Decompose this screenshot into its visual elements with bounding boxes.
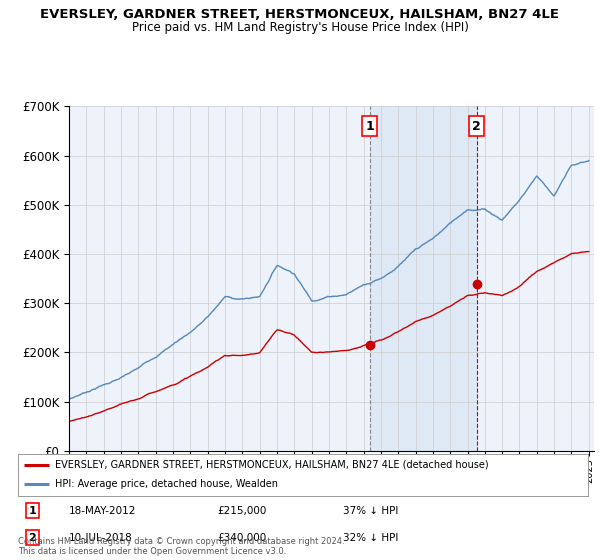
Text: EVERSLEY, GARDNER STREET, HERSTMONCEUX, HAILSHAM, BN27 4LE (detached house): EVERSLEY, GARDNER STREET, HERSTMONCEUX, … — [55, 460, 488, 470]
Text: HPI: Average price, detached house, Wealden: HPI: Average price, detached house, Weal… — [55, 479, 278, 489]
Text: 1: 1 — [365, 120, 374, 133]
Text: Contains HM Land Registry data © Crown copyright and database right 2024.
This d: Contains HM Land Registry data © Crown c… — [18, 536, 344, 556]
Bar — [370, 106, 476, 451]
Text: 32% ↓ HPI: 32% ↓ HPI — [343, 533, 398, 543]
Text: 2: 2 — [472, 120, 481, 133]
Text: EVERSLEY, GARDNER STREET, HERSTMONCEUX, HAILSHAM, BN27 4LE: EVERSLEY, GARDNER STREET, HERSTMONCEUX, … — [41, 8, 560, 21]
Text: £340,000: £340,000 — [218, 533, 267, 543]
Text: 18-MAY-2012: 18-MAY-2012 — [70, 506, 137, 516]
Text: 37% ↓ HPI: 37% ↓ HPI — [343, 506, 398, 516]
Text: 1: 1 — [28, 506, 36, 516]
Text: 10-JUL-2018: 10-JUL-2018 — [70, 533, 133, 543]
Text: £215,000: £215,000 — [218, 506, 267, 516]
Text: 2: 2 — [28, 533, 36, 543]
Text: Price paid vs. HM Land Registry's House Price Index (HPI): Price paid vs. HM Land Registry's House … — [131, 21, 469, 34]
